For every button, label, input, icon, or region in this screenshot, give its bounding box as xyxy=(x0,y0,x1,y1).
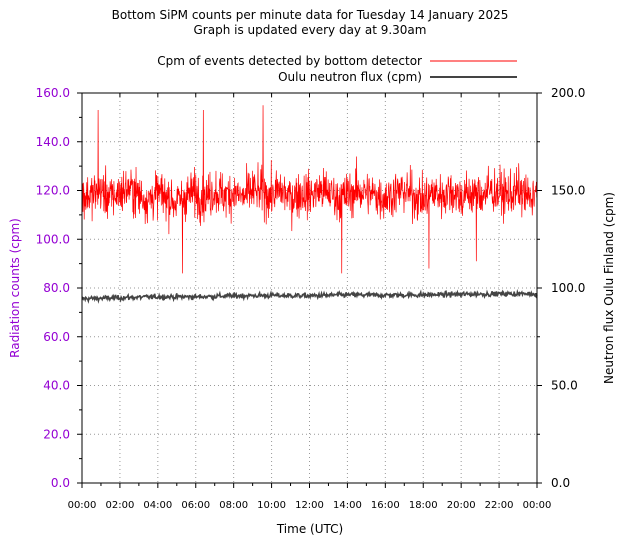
y-tick-label-left: 140.0 xyxy=(36,135,70,149)
y-axis-label-right: Neutron flux Oulu Finland (cpm) xyxy=(602,192,616,384)
x-tick-label: 08:00 xyxy=(219,500,248,511)
x-axis-label: Time (UTC) xyxy=(276,522,343,536)
x-tick-label: 20:00 xyxy=(447,500,476,511)
y-tick-label-left: 0.0 xyxy=(51,476,70,490)
y-tick-label-right: 150.0 xyxy=(551,184,585,198)
x-tick-label: 16:00 xyxy=(371,500,400,511)
x-tick-label: 12:00 xyxy=(295,500,324,511)
y-tick-label-left: 120.0 xyxy=(36,184,70,198)
chart-title: Bottom SiPM counts per minute data for T… xyxy=(112,8,509,22)
y-tick-label-right: 200.0 xyxy=(551,86,585,100)
x-tick-label: 00:00 xyxy=(523,500,552,511)
x-tick-label: 10:00 xyxy=(257,500,286,511)
x-tick-label: 18:00 xyxy=(409,500,438,511)
y-tick-label-right: 50.0 xyxy=(551,379,578,393)
grid xyxy=(82,93,537,483)
x-tick-label: 00:00 xyxy=(68,500,97,511)
series-detector-line xyxy=(81,105,538,274)
legend-label-detector: Cpm of events detected by bottom detecto… xyxy=(157,54,422,68)
y-tick-label-left: 100.0 xyxy=(36,232,70,246)
x-tick-label: 06:00 xyxy=(181,500,210,511)
chart-subtitle: Graph is updated every day at 9.30am xyxy=(194,23,427,37)
x-tick-label: 02:00 xyxy=(106,500,135,511)
ticks: 00:00 02:00 04:00 06:00 08:00 10:00 12:00 14:00… xyxy=(36,86,586,511)
series-layer xyxy=(81,105,538,304)
y-tick-label-left: 40.0 xyxy=(43,379,70,393)
y-tick-label-left: 160.0 xyxy=(36,86,70,100)
y-tick-label-left: 80.0 xyxy=(43,281,70,295)
legend-label-neutron: Oulu neutron flux (cpm) xyxy=(278,70,422,84)
x-tick-label: 04:00 xyxy=(143,500,172,511)
y-axis-label-left: Radiation counts (cpm) xyxy=(8,218,22,358)
y-tick-label-right: 100.0 xyxy=(551,281,585,295)
x-tick-label: 14:00 xyxy=(333,500,362,511)
y-tick-label-left: 60.0 xyxy=(43,330,70,344)
series-neutron-line xyxy=(81,288,538,304)
y-tick-label-left: 20.0 xyxy=(43,427,70,441)
x-tick-label: 22:00 xyxy=(485,500,514,511)
y-tick-label-right: 0.0 xyxy=(551,476,570,490)
legend: Cpm of events detected by bottom detecto… xyxy=(157,54,517,84)
